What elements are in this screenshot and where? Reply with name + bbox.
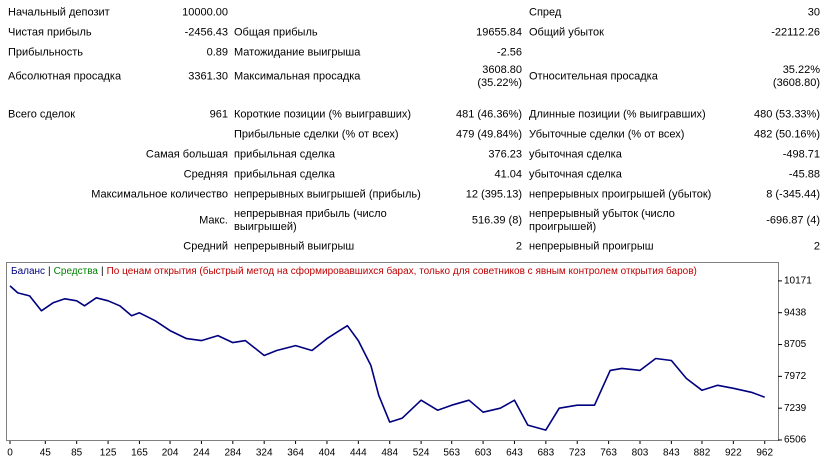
y-tick-label: 9438	[784, 307, 807, 318]
x-tick-label: 125	[100, 448, 117, 459]
x-tick-label: 85	[71, 448, 83, 459]
x-tick-label: 0	[7, 448, 13, 459]
report-value: Средний	[183, 240, 228, 253]
report-value: Максимальное количество	[91, 188, 228, 201]
report-value: 3361.30	[188, 70, 228, 83]
report-value: 479 (49.84%)	[455, 128, 522, 141]
report-table: Начальный депозит 10000.00 Спред 30 Чистая п…	[8, 6, 820, 253]
report-label: Короткие позиции (% выигравших)	[234, 108, 412, 121]
report-label: непрерывная прибыль (число выигрышей)	[234, 208, 387, 233]
report-value: 961	[209, 108, 228, 121]
annotation: |	[48, 266, 51, 277]
report-label: убыточная сделка	[529, 168, 622, 181]
report-value: Средняя	[183, 168, 228, 181]
report-value: Самая большая	[145, 148, 228, 161]
report-value: 376.23	[488, 148, 522, 161]
x-tick-label: 244	[193, 448, 210, 459]
report-label: Прибыльность	[8, 46, 83, 59]
annotation: |	[101, 266, 104, 277]
x-tick-label: 763	[600, 448, 617, 459]
report-value: -45.88	[788, 168, 820, 181]
x-tick-label: 404	[319, 448, 336, 459]
x-tick-label: 643	[506, 448, 523, 459]
report-label: Убыточные сделки (% от всех)	[529, 128, 685, 141]
report-label: Относительная просадка	[529, 70, 658, 83]
report-label: Абсолютная просадка	[8, 70, 122, 83]
report-label: Всего сделок	[8, 108, 76, 121]
report-value: 10000.00	[182, 6, 228, 19]
x-tick-label: 165	[131, 448, 148, 459]
report-label: непрерывный проигрыш	[529, 240, 654, 253]
y-tick-label: 10171	[784, 276, 812, 287]
x-tick-label: 324	[256, 448, 273, 459]
x-tick-label: 603	[475, 448, 492, 459]
report-label: непрерывных проигрышей (убыток)	[529, 188, 712, 201]
x-tick-label: 683	[538, 448, 555, 459]
x-tick-label: 803	[632, 448, 649, 459]
report-value: -498.71	[782, 148, 820, 161]
annotation: Средства	[54, 266, 99, 277]
x-tick-label: 524	[413, 448, 430, 459]
report-value: 481 (46.36%)	[455, 108, 522, 121]
legend: Баланс | Средства | По ценам открытия (быстр…	[11, 265, 697, 277]
legend-entry: Баланс	[11, 266, 45, 277]
report-label: убыточная сделка	[529, 148, 622, 161]
report-value: Макс.	[199, 214, 228, 227]
report-label: Матожидание выигрыша	[234, 46, 361, 59]
report-value: 12 (395.13)	[465, 188, 522, 201]
report-value: 0.89	[206, 46, 228, 59]
report-value: 19655.84	[476, 26, 522, 39]
report-label: Прибыльные сделки (% от всех)	[234, 128, 399, 141]
y-tick-label: 6506	[784, 435, 807, 446]
report-label: Общий убыток	[529, 26, 604, 39]
report-value: 41.04	[494, 168, 522, 181]
x-tick-label: 444	[350, 448, 367, 459]
x-tick-label: 284	[224, 448, 241, 459]
y-tick-label: 7239	[784, 403, 807, 414]
report-value: -22112.26	[771, 26, 820, 39]
x-tick-label: 962	[756, 448, 773, 459]
x-tick-label: 484	[381, 448, 398, 459]
report-label: непрерывный убыток (число проигрышей)	[529, 208, 675, 233]
report-value: -696.87 (4)	[766, 214, 820, 227]
y-tick-label: 8705	[784, 339, 807, 350]
x-tick-label: 364	[287, 448, 304, 459]
x-tick-label: 843	[663, 448, 680, 459]
report-value: 3608.80 (35.22%)	[477, 64, 522, 89]
annotation: По ценам открытия (быстрый метод на сфор…	[107, 265, 697, 277]
report-label: Общая прибыль	[234, 26, 318, 39]
report-value: 516.39 (8)	[471, 214, 522, 227]
report-value: 480 (53.33%)	[753, 108, 820, 121]
report-label: прибыльная сделка	[234, 148, 336, 161]
report-value: -2456.43	[184, 26, 228, 39]
report-value: -2.56	[496, 46, 522, 59]
report-label: Максимальная просадка	[234, 70, 361, 83]
report-value: 2	[813, 240, 820, 253]
x-tick-label: 882	[694, 448, 711, 459]
balance-line	[9, 285, 765, 431]
y-tick-label: 7972	[784, 371, 807, 382]
report-value: 482 (50.16%)	[753, 128, 820, 141]
report-label: непрерывный выигрыш	[234, 240, 355, 253]
report-label: Начальный депозит	[8, 6, 110, 19]
x-tick-label: 45	[40, 448, 52, 459]
report-value: 35.22% (3608.80)	[772, 64, 820, 89]
x-tick-label: 204	[162, 448, 179, 459]
report-value: 8 (-345.44)	[766, 188, 820, 201]
report-label: Чистая прибыль	[8, 26, 92, 39]
x-tick-label: 563	[443, 448, 460, 459]
report-value: 30	[807, 6, 820, 19]
plot-frame	[6, 262, 779, 441]
report-label: прибыльная сделка	[234, 168, 336, 181]
report-value: 2	[515, 240, 522, 253]
report-label: Спред	[529, 6, 562, 19]
report-label: Длинные позиции (% выигравших)	[529, 108, 706, 121]
report-label: непрерывных выигрышей (прибыль)	[234, 188, 421, 201]
x-tick-label: 723	[569, 448, 586, 459]
x-tick-label: 922	[725, 448, 742, 459]
